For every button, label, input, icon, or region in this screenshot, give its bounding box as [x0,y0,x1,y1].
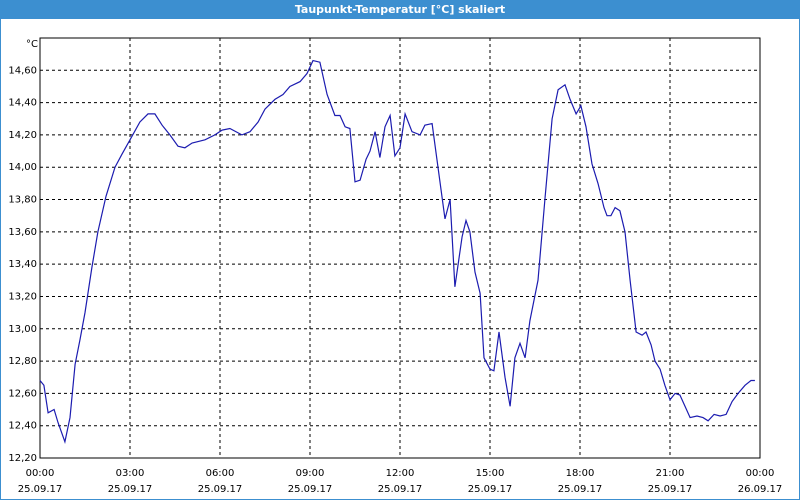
y-tick-label: 14,20 [8,130,37,141]
x-tick-date: 25.09.17 [558,484,603,495]
x-tick-date: 26.09.17 [738,484,783,495]
x-tick-label: 06:00 [206,468,235,479]
x-tick-date: 25.09.17 [198,484,243,495]
y-tick-label: 14,60 [8,65,37,76]
title-bar [0,0,800,19]
y-tick-label: 13,60 [8,227,37,238]
x-tick-date: 25.09.17 [288,484,333,495]
y-tick-label: 12,80 [8,356,37,367]
y-tick-label: 12,60 [8,388,37,399]
y-unit: °C [26,39,38,50]
x-tick-label: 15:00 [476,468,505,479]
x-tick-label: 21:00 [656,468,685,479]
x-tick-date: 25.09.17 [648,484,693,495]
x-tick-label: 00:00 [746,468,775,479]
y-tick-label: 13,40 [8,259,37,270]
y-tick-label: 12,20 [8,453,37,464]
y-tick-label: 13,00 [8,324,37,335]
x-tick-label: 03:00 [116,468,145,479]
x-tick-label: 00:00 [26,468,55,479]
x-tick-date: 25.09.17 [378,484,423,495]
y-tick-label: 12,40 [8,421,37,432]
x-tick-date: 25.09.17 [18,484,63,495]
y-tick-label: 13,20 [8,291,37,302]
y-tick-label: 14,40 [8,98,37,109]
x-tick-label: 18:00 [566,468,595,479]
x-tick-date: 25.09.17 [108,484,153,495]
y-tick-label: 13,80 [8,195,37,206]
data-line [39,59,755,445]
chart-title: Taupunkt-Temperatur [°C] skaliert [295,3,505,16]
x-tick-label: 09:00 [296,468,325,479]
x-tick-date: 25.09.17 [468,484,513,495]
x-tick-label: 12:00 [386,468,415,479]
y-tick-label: 14,00 [8,162,37,173]
